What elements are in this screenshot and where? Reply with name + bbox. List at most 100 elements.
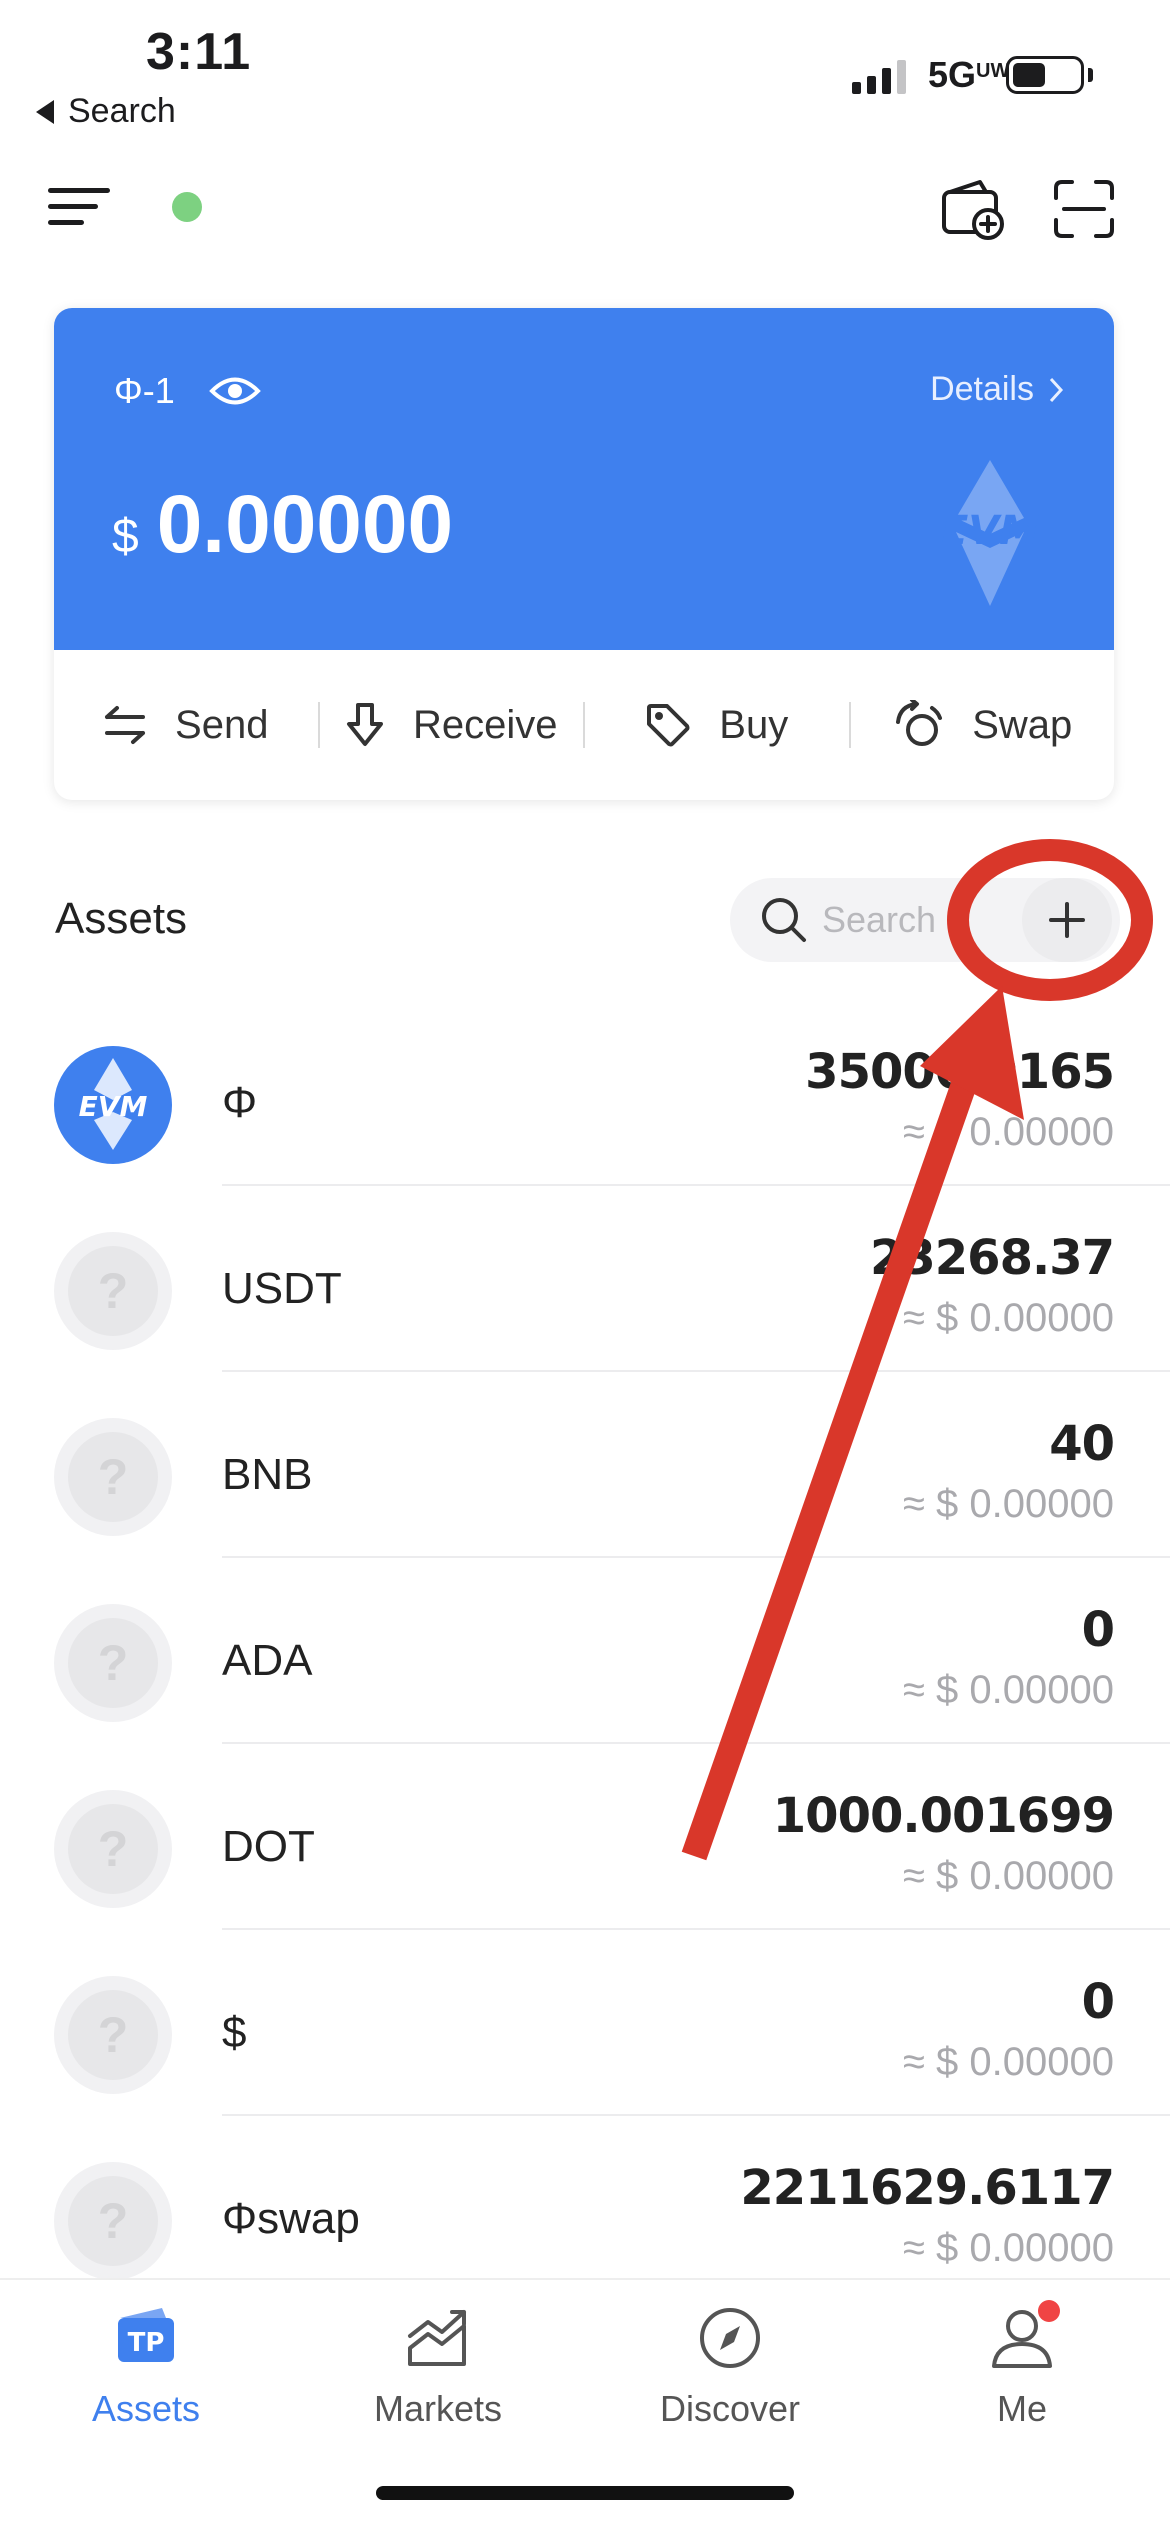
tab-me[interactable]: Me — [876, 2280, 1168, 2450]
tp-wallet-icon: TP — [110, 2302, 182, 2374]
back-label: Search — [68, 92, 176, 130]
asset-row[interactable]: ? Φswap 2211629.6117 ≈ $ 0.00000 — [0, 2116, 1170, 2302]
tab-label: Markets — [373, 2388, 503, 2429]
asset-amount: 40 — [1049, 1416, 1115, 1472]
divider — [848, 702, 851, 748]
watermark-text: EVM — [941, 508, 1039, 554]
asset-name: Φswap — [222, 2194, 360, 2243]
asset-row[interactable]: ? $ 0 ≈ $ 0.00000 — [0, 1930, 1170, 2116]
unknown-token-glyph: ? — [68, 1618, 158, 1708]
divider — [222, 2114, 1170, 2116]
status-time: 3:11 — [146, 23, 252, 81]
swap-label: Swap — [972, 702, 1073, 747]
swap-button[interactable]: Swap — [851, 650, 1115, 800]
asset-fiat-value: ≈ $ 0.00000 — [902, 1854, 1114, 1898]
asset-name: Φ — [222, 1078, 258, 1127]
swap-arrows-icon — [105, 706, 146, 744]
compass-icon — [694, 2302, 766, 2374]
swap-circle-icon — [896, 700, 943, 746]
asset-fiat-value: ≈ $ 0.00000 — [902, 1110, 1114, 1154]
details-label: Details — [930, 370, 1034, 408]
eye-icon[interactable] — [208, 374, 261, 408]
asset-fiat-value: ≈ $ 0.00000 — [902, 1296, 1114, 1340]
asset-row[interactable]: ? USDT 23268.37 ≈ $ 0.00000 — [0, 1186, 1170, 1372]
asset-name: ADA — [222, 1636, 313, 1685]
chart-icon — [402, 2302, 474, 2374]
asset-name: $ — [222, 2008, 247, 2057]
menu-icon[interactable] — [48, 184, 110, 230]
asset-amount: 0 — [1081, 1602, 1115, 1658]
unknown-token-glyph: ? — [68, 1432, 158, 1522]
evm-watermark-icon: EVM — [941, 460, 1039, 606]
plus-icon — [1049, 902, 1085, 938]
unknown-token-glyph: ? — [68, 1246, 158, 1336]
wallet-name-row: Φ-1 — [114, 370, 261, 412]
asset-name: USDT — [222, 1264, 342, 1313]
tab-discover[interactable]: Discover — [584, 2280, 876, 2450]
tab-assets[interactable]: TP Assets — [0, 2280, 292, 2450]
buy-label: Buy — [719, 702, 789, 747]
asset-list: EVM Φ 35000.0165 ≈ $ 0.00000 ? USDT 2326… — [0, 1000, 1170, 2302]
details-link[interactable]: Details — [930, 370, 1064, 409]
asset-row[interactable]: ? BNB 40 ≈ $ 0.00000 — [0, 1372, 1170, 1558]
asset-amount: 0 — [1081, 1974, 1115, 2030]
scan-icon[interactable] — [1052, 178, 1116, 240]
asset-fiat-value: ≈ $ 0.00000 — [902, 2040, 1114, 2084]
asset-row[interactable]: ? DOT 1000.001699 ≈ $ 0.00000 — [0, 1744, 1170, 1930]
evm-token-icon: EVM — [54, 1046, 172, 1164]
battery-cap — [1088, 68, 1093, 82]
asset-fiat-value: ≈ $ 0.00000 — [902, 2226, 1114, 2270]
wallet-add-icon[interactable] — [940, 178, 1006, 240]
receive-button[interactable]: Receive — [320, 650, 584, 800]
search-icon — [762, 898, 806, 942]
unknown-token-icon: ? — [54, 1790, 172, 1908]
divider — [583, 702, 585, 748]
unknown-token-glyph: ? — [68, 2176, 158, 2266]
tab-label: Me — [996, 2388, 1047, 2429]
back-triangle-icon — [36, 99, 54, 124]
notification-badge — [1038, 2300, 1060, 2322]
add-asset-button[interactable] — [1022, 878, 1112, 962]
signal-strength-icon — [852, 58, 906, 94]
asset-amount: 35000.0165 — [805, 1044, 1115, 1100]
network-indicator: 5GUW — [928, 54, 1009, 96]
divider — [317, 702, 320, 748]
receive-label: Receive — [412, 702, 558, 747]
buy-button[interactable]: Buy — [585, 650, 849, 800]
download-arrow-icon — [346, 703, 383, 746]
asset-fiat-value: ≈ $ 0.00000 — [902, 1482, 1114, 1526]
asset-name: BNB — [222, 1450, 313, 1499]
user-icon — [986, 2300, 1060, 2374]
unknown-token-icon: ? — [54, 2162, 172, 2280]
online-status-dot — [172, 192, 202, 222]
unknown-token-icon: ? — [54, 1232, 172, 1350]
asset-row[interactable]: EVM Φ 35000.0165 ≈ $ 0.00000 — [0, 1000, 1170, 1186]
wallet-card: Φ-1 Details $ 0.00000 EVM Send — [54, 308, 1114, 800]
chevron-right-icon — [1049, 377, 1064, 402]
unknown-token-icon: ? — [54, 1604, 172, 1722]
back-to-search-button[interactable]: Search — [36, 92, 176, 131]
battery-icon — [1006, 56, 1084, 94]
asset-amount: 1000.001699 — [772, 1788, 1115, 1844]
wallet-name: Φ-1 — [114, 370, 175, 411]
tab-markets[interactable]: Markets — [292, 2280, 584, 2450]
asset-fiat-value: ≈ $ 0.00000 — [902, 1668, 1114, 1712]
tab-label: Assets — [91, 2388, 201, 2429]
currency-symbol: $ — [112, 510, 139, 563]
assets-title: Assets — [55, 894, 188, 943]
asset-amount: 23268.37 — [869, 1230, 1115, 1286]
evm-logo-text: EVM — [79, 1090, 148, 1123]
asset-amount: 2211629.6117 — [740, 2160, 1115, 2216]
tab-label: Discover — [659, 2388, 801, 2429]
search-input[interactable] — [822, 899, 972, 941]
network-label: 5G — [928, 54, 977, 95]
wallet-actions: Send Receive Buy Swap — [54, 650, 1114, 800]
asset-name: DOT — [222, 1822, 315, 1871]
send-button[interactable]: Send — [54, 650, 318, 800]
total-balance: $ 0.00000 — [112, 478, 453, 572]
price-tag-icon — [647, 704, 690, 747]
network-badge: UW — [976, 60, 1010, 82]
svg-text:TP: TP — [128, 2328, 165, 2358]
asset-row[interactable]: ? ADA 0 ≈ $ 0.00000 — [0, 1558, 1170, 1744]
balance-amount: 0.00000 — [156, 479, 454, 570]
